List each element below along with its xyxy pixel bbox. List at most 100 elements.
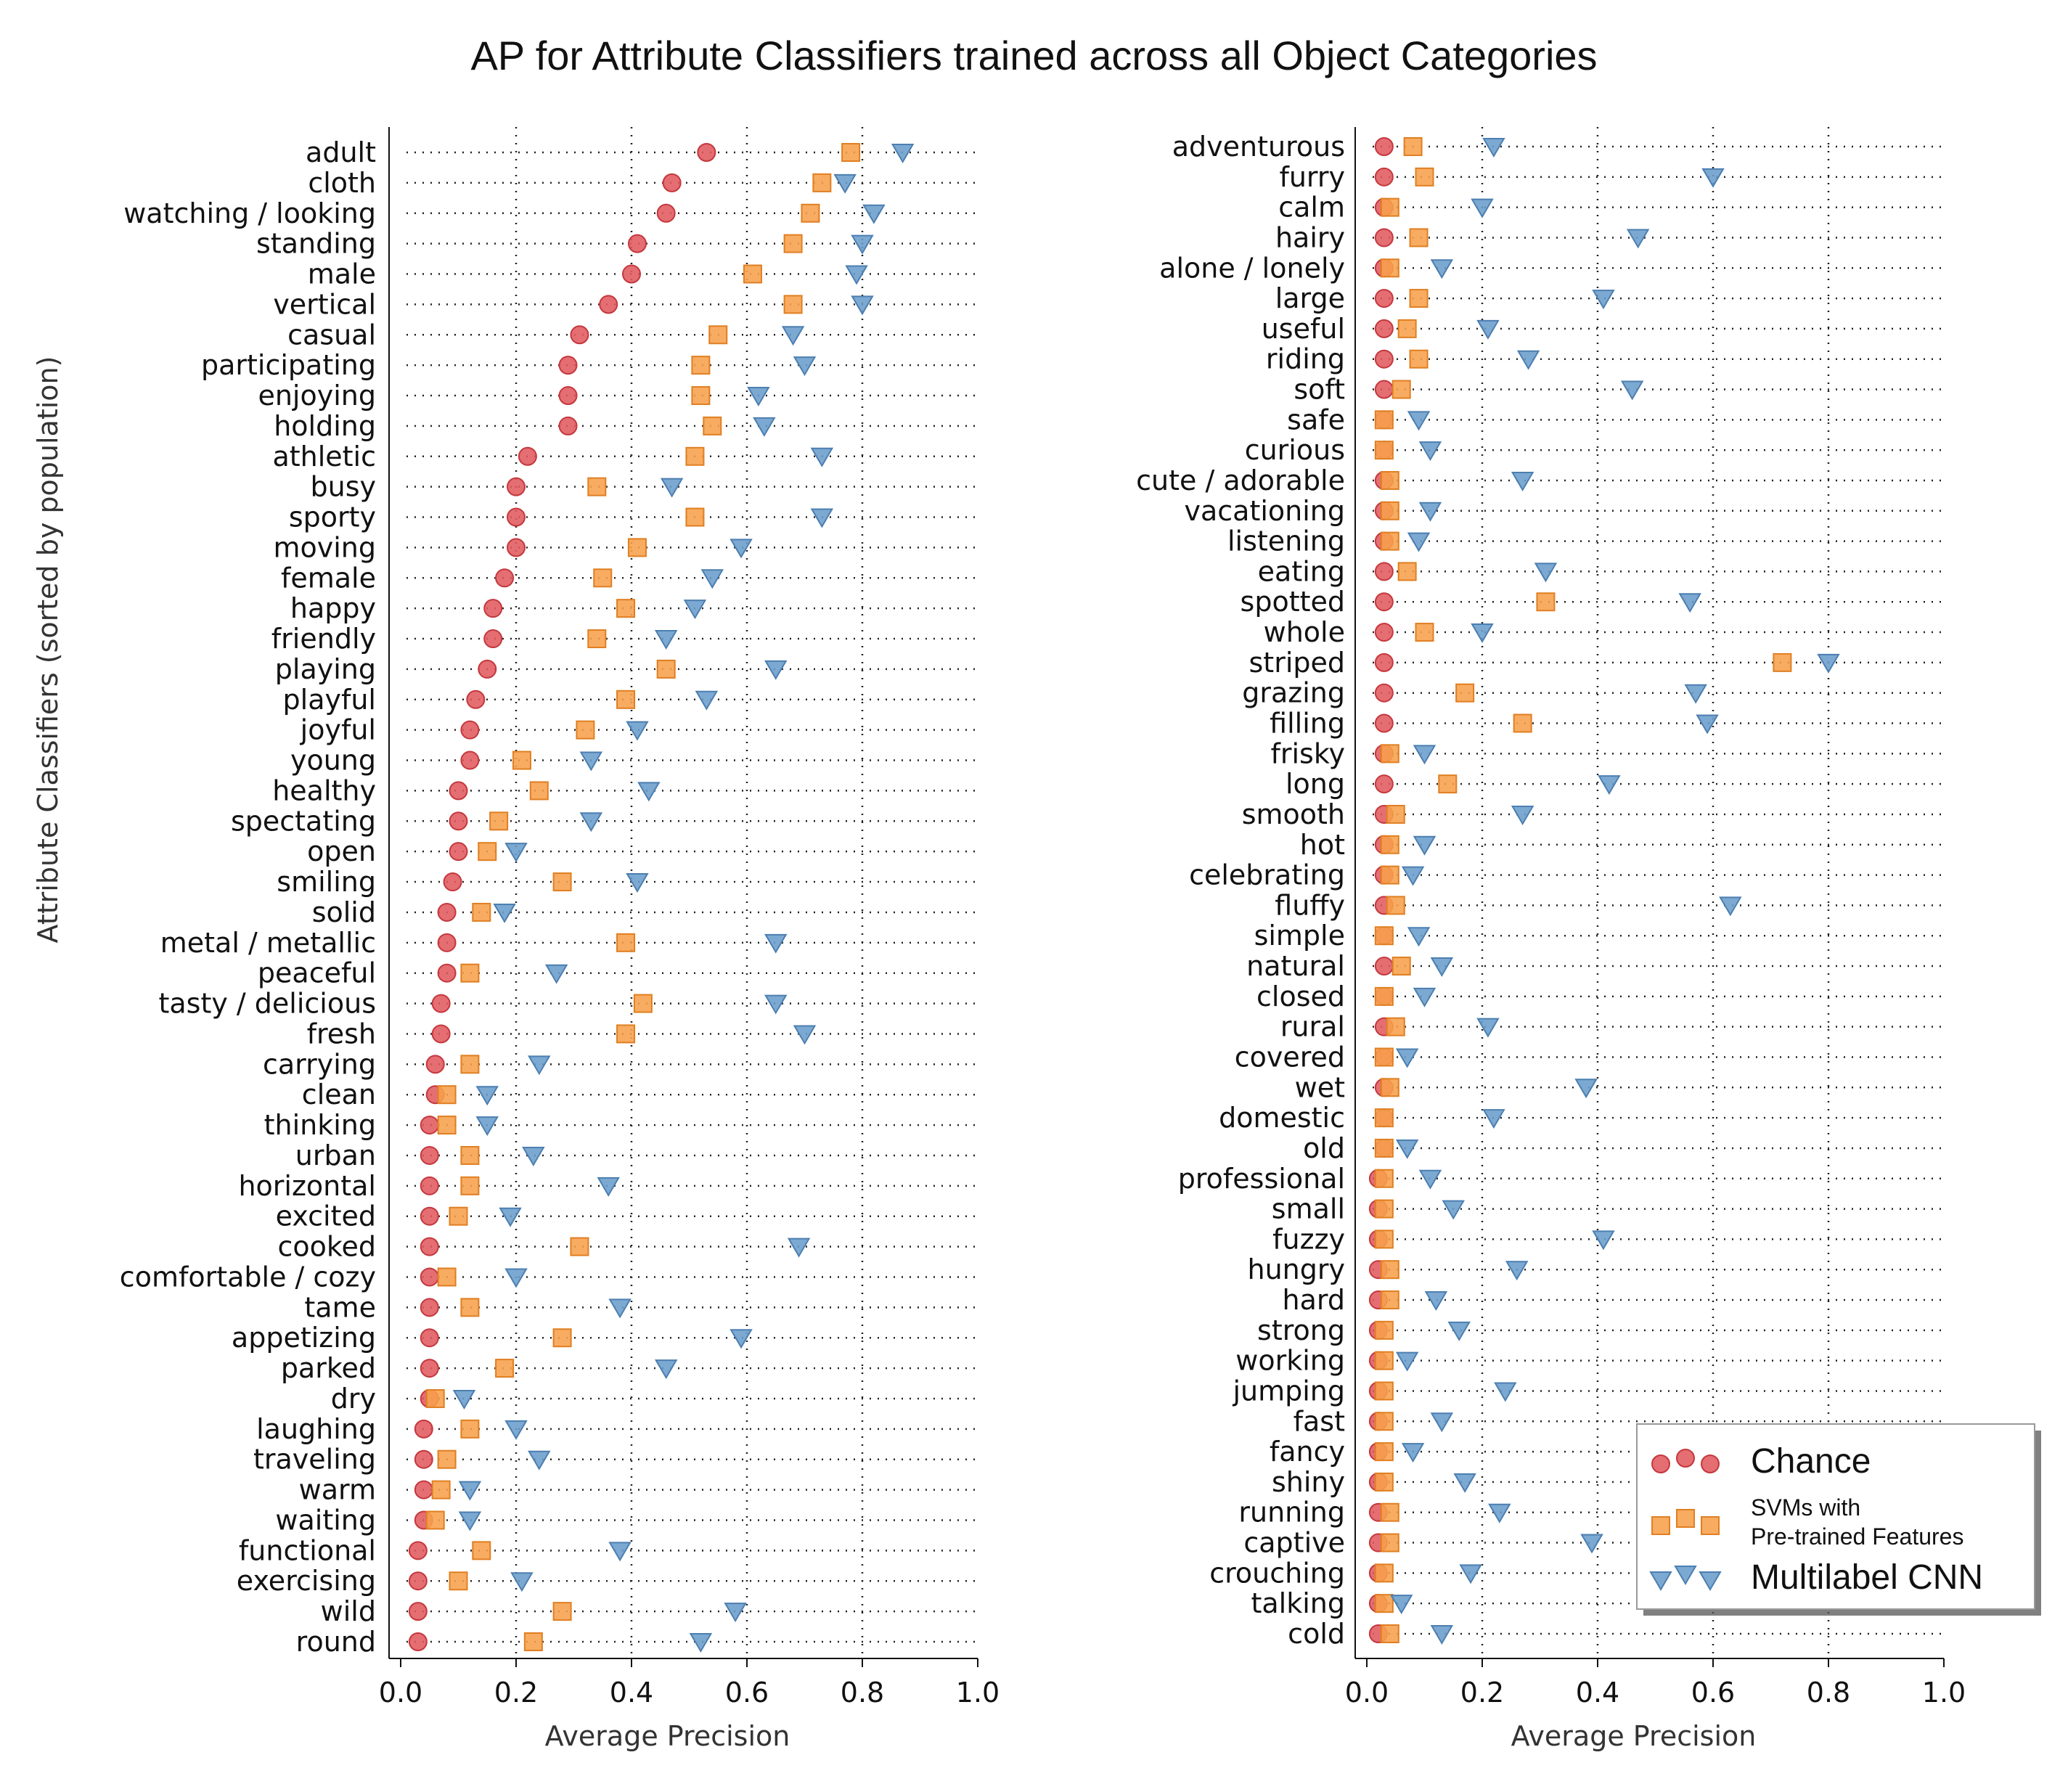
cnn-point <box>475 1116 499 1137</box>
y-tick-label: horizontal <box>238 1170 376 1202</box>
x-tick-label: 0.2 <box>494 1677 538 1709</box>
svm-point <box>437 1449 457 1469</box>
legend-chance-marker <box>1701 1455 1720 1473</box>
cnn-point <box>1592 1230 1615 1251</box>
y-tick-label: appetizing <box>232 1322 376 1354</box>
svm-point <box>1380 1260 1399 1280</box>
y-tick-label: healthy <box>272 774 376 806</box>
cnn-point <box>1684 684 1707 704</box>
cnn-point <box>851 234 874 255</box>
y-tick-label: young <box>290 745 376 777</box>
svm-point <box>1374 1594 1394 1613</box>
chance-point <box>518 446 537 466</box>
y-tick-label: fast <box>1293 1405 1345 1437</box>
cnn-point <box>1476 1018 1500 1038</box>
cnn-point <box>1447 1321 1471 1341</box>
chance-point <box>483 599 503 618</box>
chance-point <box>627 234 647 253</box>
svm-point <box>1380 1502 1399 1522</box>
chance-point <box>478 659 497 679</box>
chance-point <box>425 1055 445 1074</box>
y-tick-label: alone / lonely <box>1159 252 1345 284</box>
x-tick-label: 1.0 <box>956 1677 1000 1709</box>
chance-point <box>408 1541 428 1560</box>
x-tick-label: 0.6 <box>725 1677 769 1709</box>
svm-point <box>587 477 607 496</box>
svm-point <box>1374 1351 1394 1370</box>
cnn-point <box>475 1086 499 1106</box>
svm-point <box>1415 167 1434 187</box>
chance-point <box>656 203 676 223</box>
y-tick-label: rural <box>1280 1011 1345 1043</box>
cnn-point <box>1580 1534 1603 1554</box>
svm-point <box>460 1145 480 1165</box>
svm-point <box>431 1480 451 1500</box>
cnn-point <box>1598 775 1621 795</box>
cnn-point <box>793 356 817 377</box>
cnn-point <box>833 173 857 194</box>
cnn-point <box>683 600 707 620</box>
chance-point <box>507 477 526 496</box>
cnn-point <box>695 690 719 711</box>
svm-point <box>841 143 861 162</box>
y-tick-label: smooth <box>1242 798 1345 830</box>
x-tick-label: 0.2 <box>1460 1677 1504 1709</box>
cnn-point <box>729 539 753 559</box>
y-tick-label: celebrating <box>1189 859 1345 891</box>
chance-point <box>420 1298 439 1317</box>
legend-svm-marker <box>1651 1516 1670 1535</box>
svm-point <box>1380 531 1399 551</box>
cnn-point <box>1418 1169 1442 1190</box>
cnn-point <box>891 144 915 163</box>
cnn-point <box>499 1207 522 1227</box>
x-tick-label: 0.6 <box>1691 1677 1735 1709</box>
svm-point <box>1374 986 1394 1006</box>
cnn-point <box>1389 1595 1413 1615</box>
y-tick-label: excited <box>276 1200 376 1232</box>
cnn-point <box>1494 1382 1517 1402</box>
y-tick-label: simple <box>1254 920 1345 952</box>
y-tick-label: old <box>1303 1132 1345 1164</box>
y-tick-label: playing <box>275 653 376 685</box>
legend-cnn-marker <box>1649 1571 1672 1591</box>
svm-point <box>552 872 572 892</box>
svm-point <box>1536 592 1556 612</box>
cnn-point <box>1401 866 1425 886</box>
y-tick-label: thinking <box>264 1109 376 1141</box>
cnn-point <box>654 1359 678 1380</box>
cnn-point <box>1430 259 1454 279</box>
y-tick-label: vertical <box>273 288 376 320</box>
svm-point <box>1380 1290 1399 1310</box>
chance-point <box>1374 349 1394 369</box>
cnn-point <box>1413 745 1436 765</box>
y-tick-label: natural <box>1246 950 1345 982</box>
y-tick-label: working <box>1235 1345 1345 1377</box>
chance-point <box>420 1116 439 1135</box>
chance-point <box>437 933 457 952</box>
svm-point <box>552 1602 572 1621</box>
svm-point <box>472 902 491 922</box>
y-tick-label: functional <box>239 1534 376 1566</box>
svm-point <box>685 507 705 527</box>
y-tick-label: shiny <box>1272 1466 1345 1498</box>
svm-point <box>489 811 509 831</box>
y-tick-label: furry <box>1279 161 1345 193</box>
svm-point <box>1374 1138 1394 1158</box>
chart-title: AP for Attribute Classifiers trained acr… <box>470 33 1598 78</box>
svm-point <box>1374 926 1394 946</box>
chance-point <box>420 1145 439 1165</box>
svm-point <box>552 1328 572 1348</box>
svm-point <box>1386 896 1405 915</box>
chance-point <box>507 507 526 527</box>
cnn-point <box>1430 1625 1454 1645</box>
cnn-point <box>528 1450 551 1470</box>
x-tick-label: 0.8 <box>841 1677 884 1709</box>
cnn-point <box>1453 1473 1476 1493</box>
cnn-point <box>1626 229 1650 249</box>
y-tick-label: warm <box>299 1474 376 1506</box>
y-tick-label: fuzzy <box>1272 1223 1345 1255</box>
svm-point <box>801 203 820 223</box>
svm-point <box>1374 1472 1394 1492</box>
y-tick-label: strong <box>1257 1314 1345 1346</box>
cnn-point <box>793 1025 817 1045</box>
